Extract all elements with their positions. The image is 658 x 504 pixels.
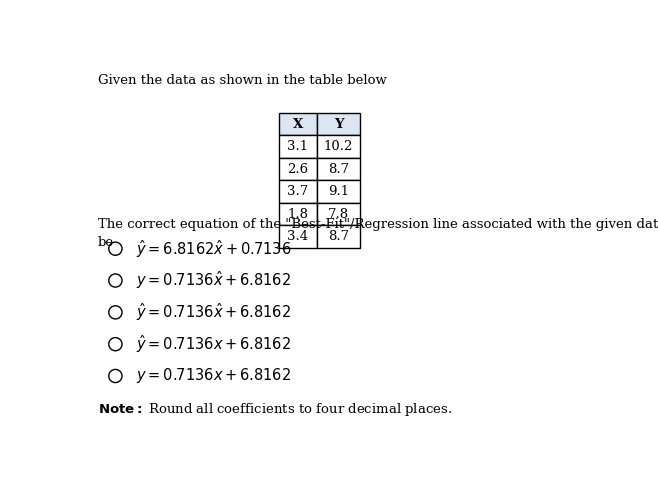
Text: 2.6: 2.6 bbox=[287, 163, 308, 175]
Bar bbox=[278, 180, 317, 203]
Text: be: be bbox=[97, 236, 114, 249]
Bar bbox=[317, 180, 360, 203]
Text: $y = 0.7136\hat{x} + 6.8162$: $y = 0.7136\hat{x} + 6.8162$ bbox=[136, 270, 291, 291]
Text: 1.8: 1.8 bbox=[287, 208, 308, 221]
Text: $\hat{y} = 6.8162\hat{x} + 0.7136$: $\hat{y} = 6.8162\hat{x} + 0.7136$ bbox=[136, 238, 291, 260]
Bar bbox=[278, 158, 317, 180]
Text: Y: Y bbox=[334, 117, 343, 131]
Text: 9.1: 9.1 bbox=[328, 185, 349, 198]
Text: 3.7: 3.7 bbox=[287, 185, 309, 198]
Text: $\hat{y} = 0.7136\hat{x} + 6.8162$: $\hat{y} = 0.7136\hat{x} + 6.8162$ bbox=[136, 301, 291, 323]
Text: The correct equation of the "Best-Fit"/Regression line associated with the given: The correct equation of the "Best-Fit"/R… bbox=[97, 218, 658, 231]
Bar bbox=[317, 158, 360, 180]
Text: $\hat{y} = 0.7136x + 6.8162$: $\hat{y} = 0.7136x + 6.8162$ bbox=[136, 333, 291, 355]
Text: 3.4: 3.4 bbox=[287, 230, 308, 243]
Text: 7.8: 7.8 bbox=[328, 208, 349, 221]
Text: Given the data as shown in the table below: Given the data as shown in the table bel… bbox=[97, 74, 386, 87]
Text: 10.2: 10.2 bbox=[324, 140, 353, 153]
Bar bbox=[317, 113, 360, 136]
Bar bbox=[317, 225, 360, 248]
Text: $\mathit{\bf{Note:}}$ Round all coefficients to four decimal places.: $\mathit{\bf{Note:}}$ Round all coeffici… bbox=[97, 401, 452, 417]
Bar bbox=[278, 113, 317, 136]
Text: $y = 0.7136x + 6.8162$: $y = 0.7136x + 6.8162$ bbox=[136, 366, 291, 386]
Bar bbox=[278, 136, 317, 158]
Bar bbox=[278, 225, 317, 248]
Text: 8.7: 8.7 bbox=[328, 163, 349, 175]
Text: 8.7: 8.7 bbox=[328, 230, 349, 243]
Bar bbox=[317, 203, 360, 225]
Text: X: X bbox=[293, 117, 303, 131]
Text: 3.1: 3.1 bbox=[287, 140, 308, 153]
Bar bbox=[317, 136, 360, 158]
Bar bbox=[278, 203, 317, 225]
